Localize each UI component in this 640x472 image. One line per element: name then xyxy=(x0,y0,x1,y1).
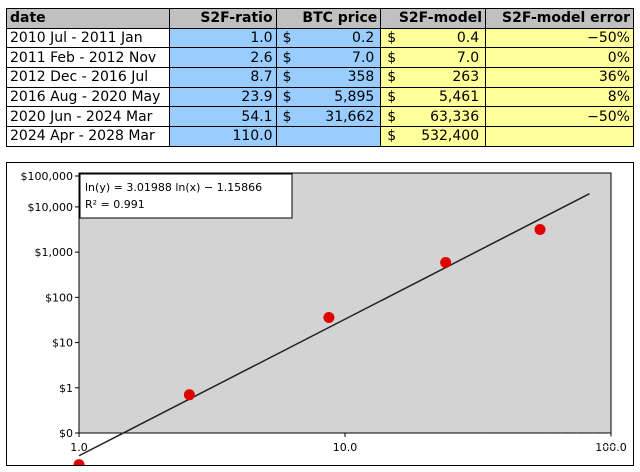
currency-symbol: $ xyxy=(282,49,292,66)
s2f-model-value: 63,336 xyxy=(430,108,480,125)
chart-frame: $0 $1 $10 $100 $1,000 $10,000 $100,000 1.0 10.0… xyxy=(6,162,634,466)
table-row: 2012 Dec - 2016 Jul 8.7 $358 $263 36% xyxy=(6,67,634,88)
cell-s2f-model-error xyxy=(485,126,634,147)
x-tick-label: 1.0 xyxy=(70,441,88,454)
s2f-model-value: 532,400 xyxy=(421,128,480,145)
s2f-model-value: 5,461 xyxy=(439,89,480,106)
y-tick-label: $1,000 xyxy=(35,246,74,259)
currency-symbol: $ xyxy=(387,49,397,66)
currency-symbol: $ xyxy=(387,30,397,47)
y-tick-label: $10 xyxy=(52,337,73,350)
y-tick-label: $100 xyxy=(45,291,73,304)
currency-symbol: $ xyxy=(387,69,397,86)
annotation-r-squared: R² = 0.991 xyxy=(85,198,145,211)
header-date: date xyxy=(6,8,170,29)
data-points xyxy=(73,223,546,465)
x-tick-label: 100.0 xyxy=(595,441,627,454)
cell-s2f-model: $263 xyxy=(380,67,487,88)
header-s2f-model-error: S2F-model error xyxy=(485,8,634,29)
cell-btc-price: $5,895 xyxy=(275,86,382,108)
data-point xyxy=(183,389,195,401)
table-row: 2016 Aug - 2020 May 23.9 $5,895 $5,461 8% xyxy=(6,86,634,108)
cell-s2f-ratio: 8.7 xyxy=(168,67,277,88)
cell-btc-price: $358 xyxy=(275,67,382,88)
cell-s2f-ratio: 2.6 xyxy=(168,47,277,69)
cell-btc-price: $31,662 xyxy=(275,106,382,128)
watermark: 知乎 @脱水大学生 xyxy=(484,432,618,450)
cell-s2f-ratio: 110.0 xyxy=(168,126,277,147)
data-point xyxy=(323,312,335,324)
data-point xyxy=(534,223,546,235)
currency-symbol: $ xyxy=(282,30,292,47)
cell-s2f-ratio: 54.1 xyxy=(168,106,277,128)
btc-price-value: 358 xyxy=(347,69,375,86)
cell-s2f-model-error: 8% xyxy=(485,86,634,108)
regression-line xyxy=(78,193,590,457)
btc-price-value: 31,662 xyxy=(325,108,375,125)
currency-symbol: $ xyxy=(387,128,397,145)
cell-s2f-model-error: −50% xyxy=(485,27,634,49)
cell-date: 2011 Feb - 2012 Nov xyxy=(6,47,170,69)
data-point xyxy=(73,459,85,465)
table-row: 2024 Apr - 2028 Mar 110.0 $532,400 xyxy=(6,126,634,147)
currency-symbol: $ xyxy=(387,108,397,125)
cell-s2f-model: $0.4 xyxy=(380,27,487,49)
table-body: 2010 Jul - 2011 Jan 1.0 $0.2 $0.4 −50% 2011 F… xyxy=(6,27,634,147)
btc-price-value: 5,895 xyxy=(334,89,375,106)
y-tick-label: $100,000 xyxy=(21,170,74,183)
cell-date: 2020 Jun - 2024 Mar xyxy=(6,106,170,128)
table-row: 2011 Feb - 2012 Nov 2.6 $7.0 $7.0 0% xyxy=(6,47,634,69)
table-header-row: date S2F-ratio BTC price S2F-model S2F-m… xyxy=(6,8,634,29)
cell-btc-price xyxy=(275,126,382,147)
y-tick-label: $1 xyxy=(59,382,73,395)
annotation-box xyxy=(79,173,293,219)
table-row: 2010 Jul - 2011 Jan 1.0 $0.2 $0.4 −50% xyxy=(6,27,634,49)
cell-btc-price: $7.0 xyxy=(275,47,382,69)
currency-symbol: $ xyxy=(282,89,292,106)
cell-s2f-ratio: 23.9 xyxy=(168,86,277,108)
s2f-table: date S2F-ratio BTC price S2F-model S2F-m… xyxy=(6,8,634,147)
s2f-model-value: 7.0 xyxy=(456,49,480,66)
cell-s2f-model: $63,336 xyxy=(380,106,487,128)
currency-symbol: $ xyxy=(387,89,397,106)
btc-price-value: 7.0 xyxy=(352,49,375,66)
header-btc-price: BTC price xyxy=(275,8,382,29)
cell-s2f-model-error: −50% xyxy=(485,106,634,128)
y-tick-label: $0 xyxy=(59,427,73,440)
cell-s2f-model-error: 36% xyxy=(485,67,634,88)
data-point xyxy=(440,257,452,269)
header-s2f-ratio: S2F-ratio xyxy=(168,8,277,29)
cell-btc-price: $0.2 xyxy=(275,27,382,49)
cell-s2f-model: $5,461 xyxy=(380,86,487,108)
s2f-model-value: 0.4 xyxy=(456,30,480,47)
annotation-equation: ln(y) = 3.01988 ln(x) − 1.15866 xyxy=(85,181,262,194)
s2f-chart: $0 $1 $10 $100 $1,000 $10,000 $100,000 1.0 10.0… xyxy=(21,170,627,465)
cell-date: 2010 Jul - 2011 Jan xyxy=(6,27,170,49)
cell-date: 2012 Dec - 2016 Jul xyxy=(6,67,170,88)
header-s2f-model: S2F-model xyxy=(380,8,487,29)
s2f-model-value: 263 xyxy=(452,69,480,86)
cell-date: 2016 Aug - 2020 May xyxy=(6,86,170,108)
x-tick-label: 10.0 xyxy=(333,441,358,454)
cell-s2f-model: $532,400 xyxy=(380,126,487,147)
x-axis: 1.0 10.0 100.0 xyxy=(70,433,627,454)
btc-price-value: 0.2 xyxy=(352,30,375,47)
cell-date: 2024 Apr - 2028 Mar xyxy=(6,126,170,147)
y-tick-label: $10,000 xyxy=(28,201,74,214)
currency-symbol: $ xyxy=(282,108,292,125)
cell-s2f-model: $7.0 xyxy=(380,47,487,69)
table-row: 2020 Jun - 2024 Mar 54.1 $31,662 $63,336 −50… xyxy=(6,106,634,128)
regression-annotation: ln(y) = 3.01988 ln(x) − 1.15866 R² = 0.9… xyxy=(79,173,293,219)
cell-s2f-ratio: 1.0 xyxy=(168,27,277,49)
currency-symbol: $ xyxy=(282,69,292,86)
y-axis: $0 $1 $10 $100 $1,000 $10,000 $100,000 xyxy=(21,170,79,440)
cell-s2f-model-error: 0% xyxy=(485,47,634,69)
